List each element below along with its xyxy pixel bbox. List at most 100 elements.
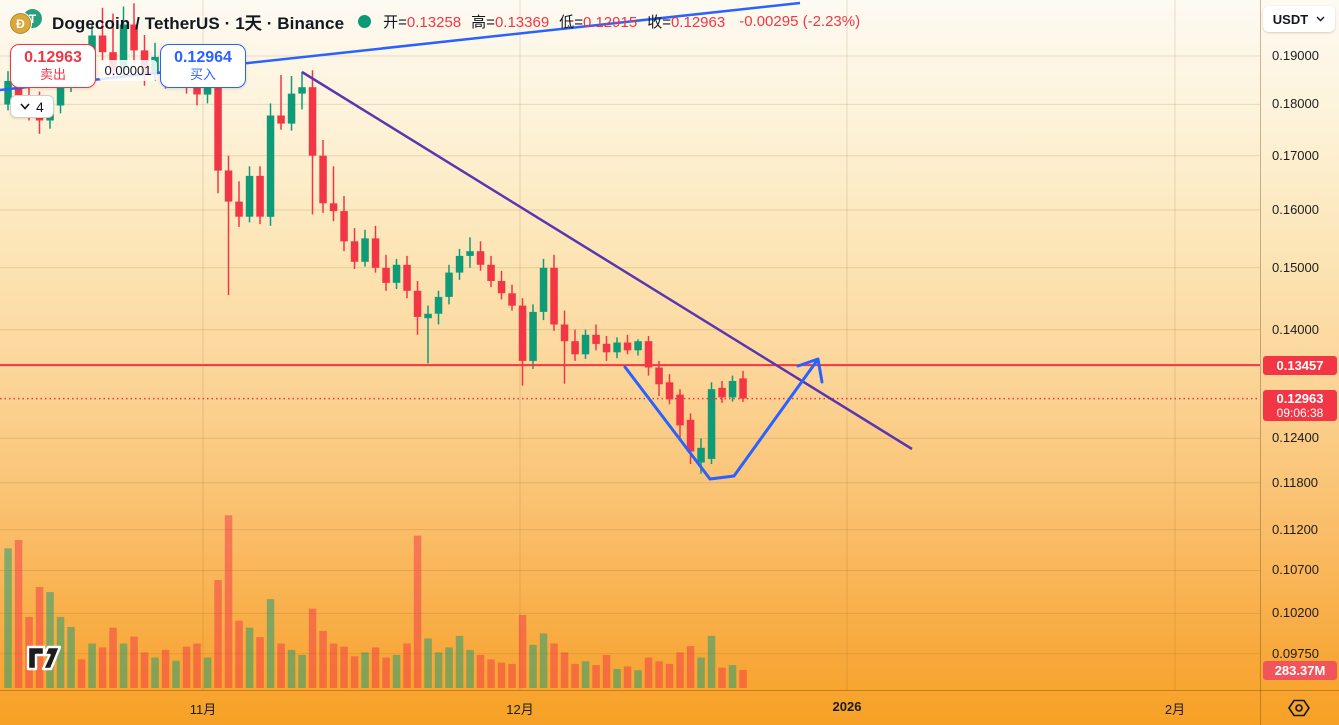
- time-axis-label: 11月: [189, 702, 217, 717]
- descending-trendline-drawing[interactable]: [301, 70, 913, 451]
- price-axis-tick: 0.10700: [1272, 562, 1319, 577]
- candle-body: [14, 80, 23, 99]
- candle-body: [403, 264, 411, 291]
- candle-body: [4, 80, 12, 105]
- symbol-legend: T Ð Dogecoin / TetherUS · 1天 · Binance 开…: [10, 8, 860, 34]
- volume-bar: [329, 643, 338, 688]
- volume-bar: [245, 627, 254, 688]
- candle-body: [560, 324, 569, 342]
- volume-bar: [109, 627, 117, 688]
- candle-body: [350, 241, 359, 262]
- v-shape-drawing[interactable]: [623, 360, 818, 481]
- volume-bar: [35, 587, 44, 688]
- candle-body: [487, 264, 495, 281]
- currency-toggle[interactable]: USDT: [1263, 6, 1335, 32]
- open-value: 0.13258: [406, 13, 462, 31]
- candle-body: [245, 175, 254, 217]
- volume-bar: [382, 657, 390, 688]
- sell-label: 卖出: [39, 66, 66, 82]
- dogecoin-coin-icon: Ð: [10, 13, 31, 34]
- volume-bar: [676, 652, 684, 688]
- volume-bar: [497, 662, 506, 688]
- volume-bar: [308, 608, 317, 688]
- volume-bar: [739, 670, 747, 688]
- candle-body: [434, 296, 443, 314]
- volume-bar: [287, 649, 296, 688]
- price-chart-canvas[interactable]: [0, 0, 1260, 690]
- candle-body: [130, 24, 138, 51]
- time-axis-label: 12月: [506, 702, 534, 717]
- candle-body: [413, 290, 422, 317]
- volume-bar: [182, 646, 191, 688]
- volume-bar: [634, 670, 642, 688]
- volume-bar: [508, 663, 516, 688]
- high-value: 0.13369: [494, 13, 550, 31]
- candle-body: [665, 382, 674, 400]
- volume-bar: [371, 647, 380, 688]
- volume-bar: [445, 647, 453, 688]
- volume-bar: [644, 657, 653, 688]
- price-axis-tick: 0.19000: [1272, 48, 1319, 63]
- collapsed-drawings-chip[interactable]: 4: [10, 95, 54, 118]
- ohlc-legend: 开=0.13258 高=0.13369 低=0.12915 收=0.12963 …: [383, 12, 861, 31]
- volume-bar: [403, 643, 411, 688]
- candle-body: [634, 341, 642, 351]
- candle-body: [613, 342, 621, 353]
- open-label: 开: [383, 13, 399, 31]
- volume-bar: [203, 657, 212, 688]
- volume-bar: [665, 663, 674, 688]
- buy-label: 买入: [189, 66, 216, 82]
- volume-bar: [613, 669, 621, 689]
- buy-button[interactable]: 0.12964 买入: [160, 44, 246, 88]
- candle-body: [676, 394, 684, 426]
- time-axis[interactable]: 11月 12月 2026 2月: [0, 691, 1260, 725]
- time-axis-label: 2026: [832, 699, 862, 714]
- volume-bar: [718, 667, 726, 688]
- close-label: 收: [647, 13, 663, 31]
- price-axis-tick: 0.12400: [1272, 430, 1319, 445]
- level-price-badge: 0.13457: [1263, 356, 1337, 375]
- volume-bar: [728, 665, 737, 688]
- volume-bar: [298, 655, 306, 688]
- price-axis-tick: 0.10200: [1272, 605, 1319, 620]
- low-label: 低: [559, 13, 575, 31]
- volume-bar: [130, 636, 138, 688]
- volume-bar: [602, 655, 611, 688]
- candle-body: [235, 201, 243, 217]
- candle-body: [214, 80, 222, 171]
- candle-body: [382, 267, 390, 283]
- volume-bar: [277, 643, 285, 688]
- candle-body: [518, 305, 527, 361]
- price-axis-tick: 0.14000: [1272, 322, 1319, 337]
- volume-bar: [67, 627, 75, 688]
- candle-body: [686, 419, 695, 452]
- sell-button[interactable]: 0.12963 卖出: [10, 44, 96, 88]
- volume-bar: [46, 592, 54, 688]
- tradingview-logo[interactable]: [26, 643, 66, 673]
- price-axis[interactable]: USDT 0.13457 0.12963 09:06:38 283.37M 0.…: [1261, 0, 1339, 690]
- axis-settings-icon[interactable]: [1286, 697, 1312, 719]
- volume-bar: [4, 548, 12, 688]
- candle-body: [277, 115, 285, 124]
- symbol-title[interactable]: Dogecoin / TetherUS · 1天 · Binance: [52, 13, 345, 33]
- high-label: 高: [471, 13, 487, 31]
- candle-body: [655, 367, 663, 385]
- candle-body: [623, 342, 632, 351]
- currency-label: USDT: [1272, 11, 1309, 27]
- v-shape-arrowhead: [796, 357, 824, 384]
- candle-body: [319, 155, 327, 204]
- candle-body: [707, 389, 716, 459]
- current-price-value: 0.12963: [1276, 391, 1324, 406]
- candle-body: [592, 334, 600, 344]
- candle-body: [497, 281, 506, 294]
- candle-body: [308, 87, 317, 156]
- candle-body: [571, 341, 579, 355]
- volume-bar: [235, 620, 243, 688]
- candle-body: [697, 447, 705, 463]
- volume-bar: [476, 655, 485, 688]
- volume-bar: [518, 615, 527, 688]
- volume-bar: [361, 652, 369, 688]
- low-value: 0.12915: [582, 13, 638, 31]
- volume-bar: [455, 635, 464, 688]
